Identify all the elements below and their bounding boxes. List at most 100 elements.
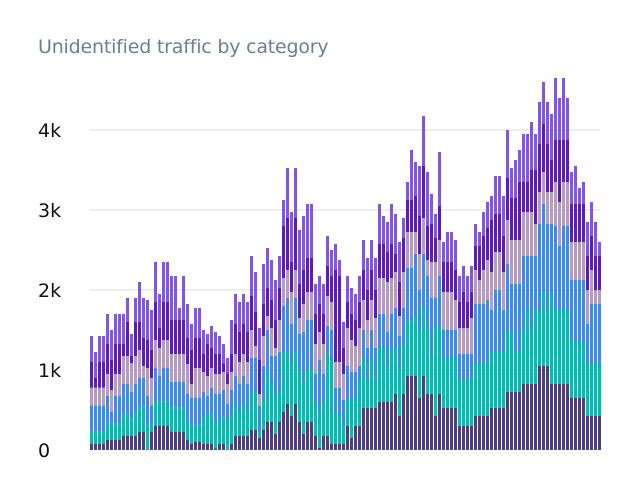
bar-segment-series-3	[562, 226, 565, 310]
bar-segment-series-6	[146, 300, 149, 340]
bar-segment-series-6	[334, 244, 337, 270]
bar-segment-series-5	[190, 350, 193, 384]
bar-segment-series-2	[582, 342, 585, 398]
bar-segment-series-4	[258, 394, 261, 406]
bar-segment-series-2	[402, 346, 405, 394]
bar-segment-series-5	[266, 288, 269, 316]
bar-segment-series-6	[522, 134, 525, 182]
bar-segment-series-1	[470, 426, 473, 450]
bar-segment-series-6	[538, 102, 541, 144]
bar-segment-series-4	[214, 374, 217, 394]
bar-segment-series-5	[302, 270, 305, 304]
bar-segment-series-5	[246, 332, 249, 362]
bar-stack	[402, 218, 405, 450]
bar-segment-series-4	[562, 182, 565, 226]
bar-segment-series-5	[450, 262, 453, 292]
bar-segment-series-1	[390, 402, 393, 450]
bar-segment-series-2	[390, 348, 393, 402]
bar-segment-series-6	[358, 276, 361, 302]
bar-stack	[398, 242, 401, 450]
bar-segment-series-6	[166, 262, 169, 302]
bar-stack	[394, 214, 397, 450]
bar-segment-series-3	[406, 268, 409, 322]
bar-segment-series-2	[470, 380, 473, 426]
bar-segment-series-5	[342, 348, 345, 374]
bar-segment-series-5	[274, 320, 277, 348]
bar-segment-series-3	[282, 306, 285, 352]
bar-segment-series-4	[202, 372, 205, 392]
bar-segment-series-4	[318, 332, 321, 360]
bar-segment-series-1	[286, 404, 289, 450]
bar-segment-series-6	[574, 166, 577, 204]
bar-segment-series-5	[462, 292, 465, 328]
bar-segment-series-6	[298, 230, 301, 284]
bar-segment-series-6	[450, 232, 453, 262]
bar-segment-series-3	[402, 308, 405, 346]
bar-segment-series-2	[166, 401, 169, 426]
bar-segment-series-6	[198, 308, 201, 338]
bar-segment-series-1	[494, 408, 497, 450]
bar-segment-series-2	[234, 404, 237, 436]
bar-segment-series-1	[206, 443, 209, 450]
bar-segment-series-5	[570, 204, 573, 242]
bar-segment-series-2	[406, 322, 409, 376]
bar-stack	[362, 240, 365, 450]
bar-segment-series-4	[90, 387, 93, 406]
bar-segment-series-5	[494, 214, 497, 252]
bar-segment-series-6	[370, 240, 373, 270]
bar-segment-series-1	[134, 435, 137, 450]
bar-segment-series-2	[366, 380, 369, 408]
bar-segment-series-4	[94, 387, 97, 406]
bar-segment-series-2	[98, 431, 101, 444]
bar-segment-series-3	[490, 310, 493, 352]
bar-segment-series-5	[526, 182, 529, 212]
bar-segment-series-2	[146, 425, 149, 450]
bar-segment-series-2	[214, 423, 217, 449]
bar-segment-series-2	[526, 310, 529, 384]
bar-segment-series-1	[138, 431, 141, 450]
bar-segment-series-1	[546, 366, 549, 450]
bar-stack	[242, 294, 245, 450]
bar-segment-series-5	[118, 344, 121, 374]
bar-segment-series-1	[578, 398, 581, 450]
bar-stack	[214, 332, 217, 450]
bar-segment-series-1	[258, 438, 261, 450]
bar-segment-series-1	[486, 416, 489, 450]
bar-segment-series-4	[262, 336, 265, 366]
bar-segment-series-2	[522, 330, 525, 384]
bar-stack	[318, 276, 321, 450]
bar-stack	[442, 242, 445, 450]
bar-stack	[522, 134, 525, 450]
bar-segment-series-4	[210, 368, 213, 388]
bar-segment-series-2	[394, 348, 397, 394]
bar-stack	[594, 222, 597, 450]
bar-segment-series-3	[518, 284, 521, 352]
bar-segment-series-6	[330, 250, 333, 276]
bar-stack	[138, 282, 141, 450]
bar-segment-series-3	[418, 290, 421, 330]
bar-stack	[502, 196, 505, 450]
bar-segment-series-1	[370, 408, 373, 450]
y-tick-label: 4k	[38, 120, 61, 142]
bar-segment-series-5	[286, 218, 289, 270]
bar-segment-series-5	[486, 228, 489, 260]
bar-segment-series-5	[574, 204, 577, 242]
bar-segment-series-4	[254, 346, 257, 358]
bar-segment-series-4	[358, 328, 361, 366]
bar-segment-series-1	[314, 436, 317, 450]
bar-segment-series-4	[226, 384, 229, 404]
bar-segment-series-3	[182, 382, 185, 408]
bar-segment-series-6	[558, 98, 561, 140]
bar-segment-series-4	[146, 368, 149, 396]
bar-segment-series-3	[522, 256, 525, 330]
bar-segment-series-6	[150, 310, 153, 350]
bar-segment-series-2	[262, 400, 265, 430]
bar-segment-series-4	[250, 330, 253, 358]
bar-segment-series-2	[246, 412, 249, 436]
bar-segment-series-5	[182, 320, 185, 354]
bar-segment-series-3	[498, 290, 501, 352]
bar-segment-series-1	[542, 366, 545, 450]
bar-segment-series-4	[510, 240, 513, 284]
bar-segment-series-5	[282, 226, 285, 278]
bar-stack	[342, 322, 345, 450]
